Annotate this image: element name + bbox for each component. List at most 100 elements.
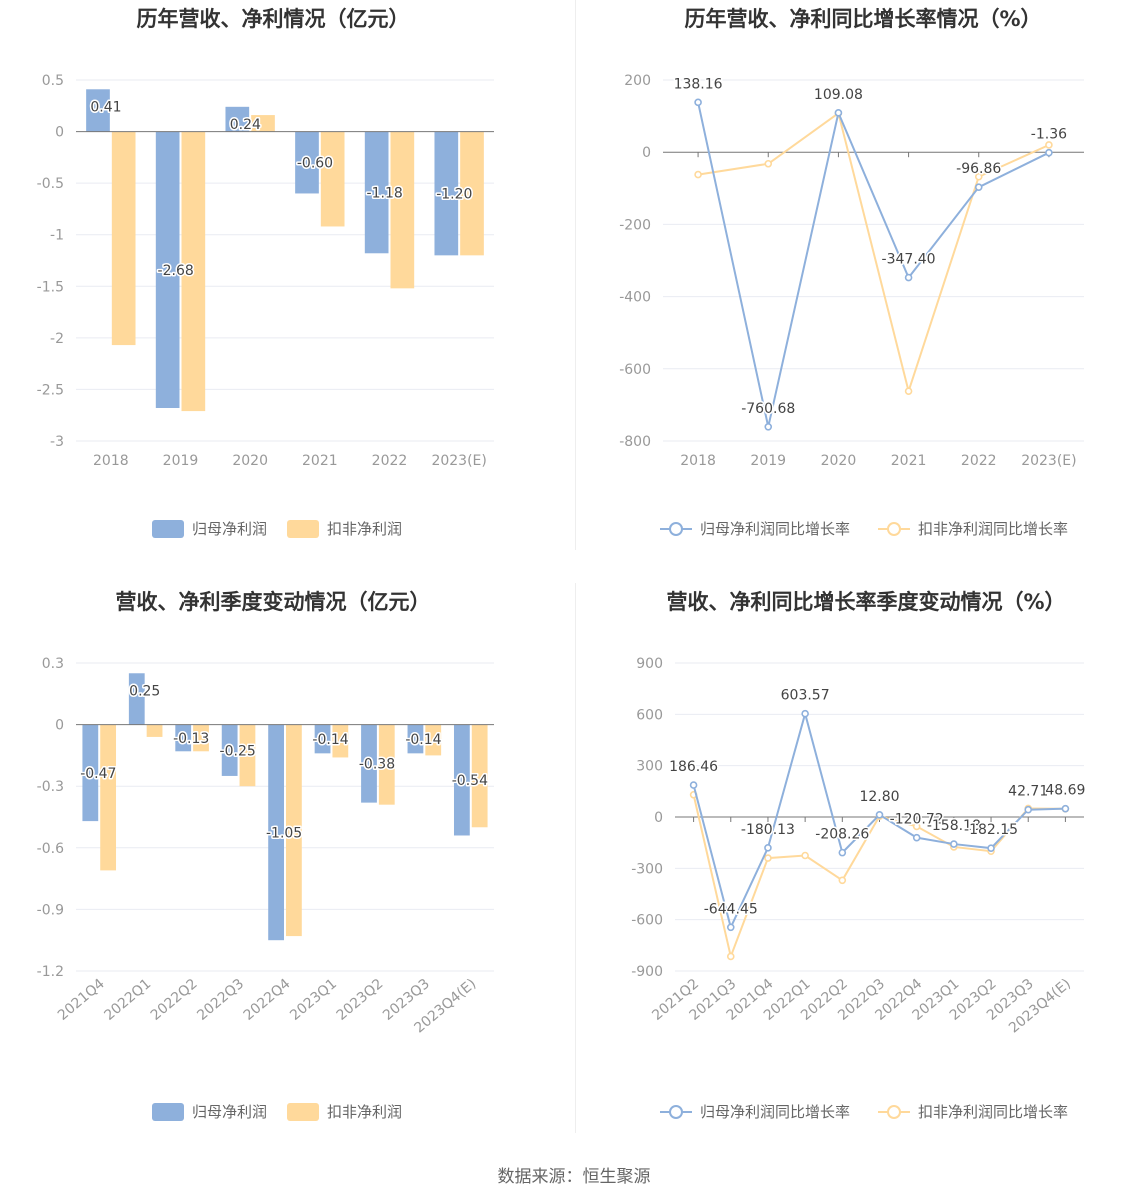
data-label: 42.71 — [1008, 784, 1048, 800]
legend-label: 归母净利润同比增长率 — [700, 520, 850, 538]
y-tick-label: 300 — [636, 759, 663, 775]
y-tick-label: -0.9 — [37, 902, 64, 918]
series-line-attributable-growth — [697, 102, 1050, 428]
bar-attributable-profit — [434, 131, 459, 256]
bar-deducted-profit — [286, 724, 302, 937]
y-tick-label: -400 — [619, 290, 651, 306]
data-label: -0.25 — [220, 743, 256, 759]
point-attributable-growth — [1061, 804, 1070, 813]
bar-attributable-profit — [221, 724, 238, 776]
bar-deducted-profit — [100, 724, 117, 871]
x-tick-label: 2020 — [821, 453, 857, 469]
point-attributable-growth — [764, 844, 772, 852]
bar-deducted-profit — [251, 115, 275, 132]
legend-marker-attributable — [669, 522, 683, 536]
bar-deducted-profit — [320, 131, 345, 227]
y-tick-label: -300 — [631, 861, 663, 877]
legend-swatch-attributable — [152, 1103, 184, 1121]
chart-title: 历年营收、净利同比增长率情况（%） — [684, 7, 1041, 31]
bar-deducted-profit — [239, 724, 256, 787]
x-tick-label: 2022Q2 — [148, 976, 201, 1024]
chart-quarter-profit: 营收、净利季度变动情况（亿元） 0.3 0 -0.3 -0.6 -0.9 -1.2 -0.47… — [37, 590, 494, 1121]
bar-attributable-profit — [82, 724, 99, 822]
bar-attributable-profit — [295, 131, 319, 194]
point-deducted-growth — [694, 170, 702, 179]
legend-label: 归母净利润 — [192, 1103, 267, 1121]
data-label: -0.47 — [80, 766, 116, 782]
bar-deducted-profit — [193, 724, 209, 752]
y-tick-label: -0.3 — [37, 779, 64, 795]
y-tick-label: -1.2 — [37, 964, 64, 980]
point-deducted-growth — [904, 387, 913, 395]
y-tick-label: 0.5 — [42, 73, 64, 89]
data-label: -96.86 — [956, 161, 1001, 177]
legend-marker-deducted — [887, 1105, 901, 1119]
chart-panel-annual-growth: 历年营收、净利同比增长率情况（%） 200 0 -200 -400 -600 -800 138… — [576, 0, 1148, 583]
bar-attributable-profit — [175, 724, 192, 752]
data-source: 数据来源：恒生聚源 — [497, 1167, 651, 1187]
legend-swatch-deducted — [287, 1103, 319, 1121]
chart-annual-profit: 历年营收、净利情况（亿元） 0.5 0 -0.5 -1 -1.5 -2 -2.5 -3 0.41 -… — [37, 7, 494, 538]
bar-deducted-profit — [146, 724, 163, 737]
point-attributable-growth — [689, 781, 698, 789]
y-tick-label: -3 — [50, 434, 64, 450]
point-attributable-growth — [726, 923, 735, 932]
y-tick-label: 900 — [636, 656, 663, 672]
point-deducted-growth — [912, 822, 921, 831]
x-tick-label: 2021Q4 — [55, 976, 108, 1024]
data-label: -182.15 — [964, 822, 1018, 838]
x-tick-label: 2023(E) — [1021, 453, 1076, 469]
y-tick-label: 0 — [55, 718, 64, 734]
legend-label: 扣非净利润 — [327, 520, 402, 538]
y-tick-label: -600 — [619, 362, 651, 378]
bar-attributable-profit — [314, 724, 331, 754]
series-line-deducted-growth — [697, 111, 1050, 395]
x-tick-label: 2019 — [750, 453, 786, 469]
data-label: -0.14 — [312, 732, 348, 748]
data-label: -1.20 — [436, 186, 472, 202]
x-tick-label: 2022Q3 — [194, 976, 247, 1024]
data-label: -1.36 — [1031, 127, 1067, 143]
bar-attributable-profit — [268, 724, 284, 941]
data-label: -644.45 — [704, 901, 758, 917]
x-tick-label: 2022Q1 — [101, 976, 154, 1024]
y-tick-label: 0 — [55, 125, 64, 141]
point-attributable-growth — [764, 423, 773, 431]
bar-deducted-profit — [181, 131, 206, 412]
bar-attributable-profit — [225, 106, 250, 132]
data-label: 109.08 — [814, 87, 863, 103]
point-attributable-growth — [875, 811, 884, 819]
x-tick-label: 2021 — [302, 453, 338, 469]
data-label: -0.13 — [173, 731, 209, 747]
bar-deducted-profit — [460, 131, 484, 256]
chart-annual-growth: 历年营收、净利同比增长率情况（%） 200 0 -200 -400 -600 -800 138… — [619, 7, 1084, 538]
legend-marker-attributable — [669, 1105, 683, 1119]
point-deducted-growth — [764, 159, 773, 168]
bar-attributable-profit — [407, 724, 424, 754]
y-tick-label: 200 — [624, 73, 651, 89]
bar-deducted-profit — [378, 724, 395, 805]
bar-attributable-profit — [364, 131, 389, 254]
point-attributable-growth — [694, 98, 702, 107]
legend-swatch-attributable — [152, 520, 184, 538]
y-tick-label: -1.5 — [37, 279, 64, 295]
data-label: 0.25 — [129, 683, 160, 699]
legend-label: 扣非净利润 — [327, 1103, 402, 1121]
chart-title: 营收、净利同比增长率季度变动情况（%） — [666, 590, 1065, 614]
data-label: -158.18 — [927, 818, 981, 834]
y-tick-label: -900 — [631, 964, 663, 980]
x-tick-label: 2022Q4 — [241, 976, 294, 1024]
bar-attributable-profit — [453, 724, 470, 836]
x-tick-label: 2019 — [163, 453, 199, 469]
y-tick-label: -2 — [50, 331, 64, 347]
bar-deducted-profit — [425, 724, 442, 756]
panel-divider — [575, 583, 576, 1133]
y-tick-label: 600 — [636, 707, 663, 723]
data-label: -347.40 — [882, 252, 936, 268]
y-tick-label: -2.5 — [37, 382, 64, 398]
point-attributable-growth — [974, 183, 983, 191]
point-attributable-growth — [801, 709, 809, 718]
panel-divider — [575, 0, 576, 550]
chart-panel-annual-profit: 历年营收、净利情况（亿元） 0.5 0 -0.5 -1 -1.5 -2 -2.5 -3 0.41 -… — [0, 0, 574, 583]
data-label: 138.16 — [674, 76, 723, 92]
